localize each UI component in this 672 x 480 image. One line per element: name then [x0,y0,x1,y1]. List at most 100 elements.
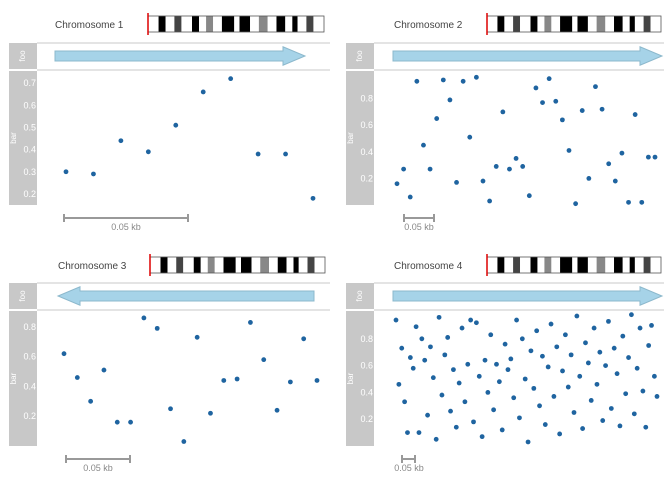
data-point [579,108,585,113]
data-point [626,199,631,205]
data-point [255,151,261,157]
data-point [310,195,316,201]
chromosome-title: Chromosome 2 [394,20,463,31]
data-point [448,408,453,414]
ideogram-band [267,16,277,32]
track-label-foo: foo [355,50,364,62]
data-point [447,97,453,103]
data-point [614,371,620,377]
ideogram-band [292,16,298,32]
ideogram-band [530,16,538,32]
data-point [487,198,493,204]
ideogram-band [487,257,498,273]
data-point [496,379,502,385]
ideogram-band [544,257,552,273]
data-point [399,345,405,351]
ideogram-band [530,257,538,273]
chromosome-panel-1: Chromosome 1 foo bar 0.2 0.3 0.4 0.5 0.6 0.7 0.05… [9,13,330,232]
data-point [568,352,574,358]
data-point [517,415,522,421]
chromosome-panel-4: Chromosome 4 foo bar 0.2 0.4 0.6 0.8 0.05 kb [346,254,664,473]
data-point [499,427,505,433]
data-point [419,336,425,342]
track-header-bar [9,311,37,446]
data-point [460,78,466,84]
ideogram-band [277,257,287,273]
ideogram-band [587,16,597,32]
data-point [462,399,468,405]
data-point [301,336,307,342]
data-point [593,84,598,90]
ideogram-band [298,257,308,273]
ideogram-band [206,16,214,32]
ideogram-band [572,257,578,273]
scale-bar-label: 0.05 kb [404,222,434,232]
ideogram-band [560,257,573,273]
chromosome-title: Chromosome 1 [55,20,124,31]
data-point [639,199,645,205]
data-point [440,77,446,83]
data-point [407,194,413,200]
data-point [414,78,420,84]
ideogram-band [560,16,573,32]
data-point [168,406,173,412]
data-point [519,336,525,342]
y-tick-label: 0.7 [23,78,36,88]
data-point [612,178,618,184]
strand-arrow [56,286,315,306]
ideogram-band [193,257,201,273]
data-point [597,349,603,355]
scale-bar-label: 0.05 kb [83,463,113,473]
data-point [588,398,594,403]
track-label-bar: bar [346,132,355,144]
data-point [606,318,611,324]
ideogram-band [234,16,240,32]
data-point [548,321,554,327]
track-header-bar [9,71,37,205]
ideogram-band [629,16,635,32]
data-point [88,398,94,404]
data-point [194,334,200,340]
data-point [526,193,532,199]
data-point [405,430,410,435]
data-point [221,378,227,383]
ideogram-band [221,16,235,32]
data-point [181,439,187,444]
ideogram-band [183,257,194,273]
data-point [141,315,147,321]
ideogram-band [167,257,177,273]
data-point [274,407,280,413]
ideogram-band [504,257,514,273]
ideogram-band [258,16,268,32]
y-tick-label: 0.6 [360,120,373,130]
data-point [619,150,625,156]
data-point [586,176,592,181]
data-point [173,122,179,128]
data-point [631,411,637,417]
ideogram-band [587,257,597,273]
data-point [599,106,605,112]
ideogram-band [297,16,307,32]
ideogram-band [176,257,184,273]
data-point [468,317,474,323]
data-point [531,385,537,391]
data-point [591,325,597,331]
data-point [513,156,519,161]
ideogram-band [577,257,588,273]
data-point [585,360,591,366]
track-label-bar: bar [9,132,18,144]
ideogram-band [605,257,615,273]
data-point [528,348,534,354]
ideogram-band [286,257,294,273]
data-point [500,109,506,115]
data-point [511,395,517,401]
ideogram-band [513,16,521,32]
data-point [623,391,629,397]
ideogram-band [544,16,552,32]
ideogram-band [192,16,200,32]
ideogram-band [313,16,324,32]
data-point [493,164,499,169]
data-point [553,98,559,104]
data-point [574,313,580,319]
